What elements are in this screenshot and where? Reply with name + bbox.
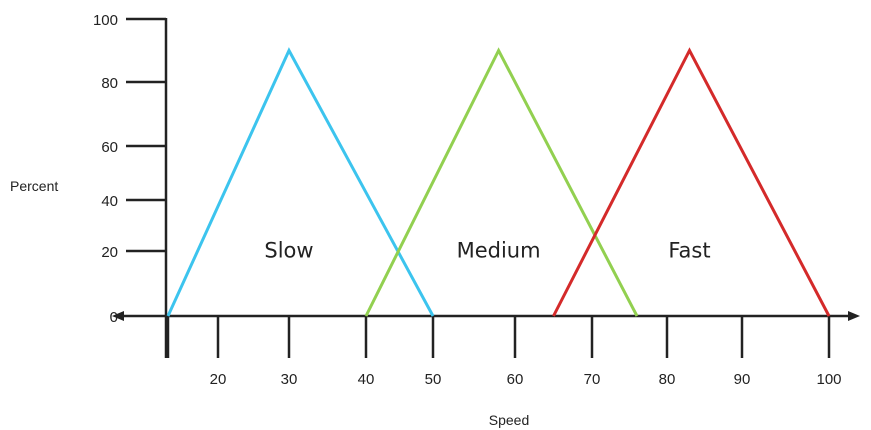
x-tick-label: 90 bbox=[734, 371, 751, 388]
x-tick-label: 20 bbox=[210, 371, 227, 388]
region-labels: Slow Medium Fast bbox=[264, 239, 710, 263]
y-tick-label: 20 bbox=[101, 244, 118, 261]
y-tick-label: 60 bbox=[101, 139, 118, 156]
series-line-fast bbox=[552, 47, 831, 317]
y-tick-label: 80 bbox=[101, 75, 118, 92]
y-axis: 0 20 40 60 80 100 bbox=[93, 12, 168, 358]
y-tick-label: 100 bbox=[93, 12, 118, 29]
region-label-fast: Fast bbox=[668, 239, 710, 263]
x-tick-label: 30 bbox=[281, 371, 298, 388]
x-axis-right-arrow bbox=[848, 311, 860, 321]
x-axis-left-arrow bbox=[112, 311, 124, 321]
x-tick-label: 80 bbox=[659, 371, 676, 388]
region-label-slow: Slow bbox=[264, 239, 313, 263]
series-lines bbox=[166, 47, 831, 317]
y-tick-label: 40 bbox=[101, 193, 118, 210]
x-axis-title: Speed bbox=[489, 412, 529, 428]
y-tick-label: 0 bbox=[110, 309, 118, 326]
series-line-slow bbox=[166, 47, 435, 317]
series-line-medium bbox=[364, 47, 639, 317]
x-axis: 20 30 40 50 60 70 80 90 100 bbox=[112, 311, 860, 388]
x-tick-label: 70 bbox=[584, 371, 601, 388]
x-tick-label: 60 bbox=[507, 371, 524, 388]
x-tick-label: 50 bbox=[425, 371, 442, 388]
y-axis-title: Percent bbox=[10, 178, 58, 194]
x-tick-label: 100 bbox=[816, 371, 841, 388]
x-tick-label: 40 bbox=[358, 371, 375, 388]
region-label-medium: Medium bbox=[457, 239, 541, 263]
